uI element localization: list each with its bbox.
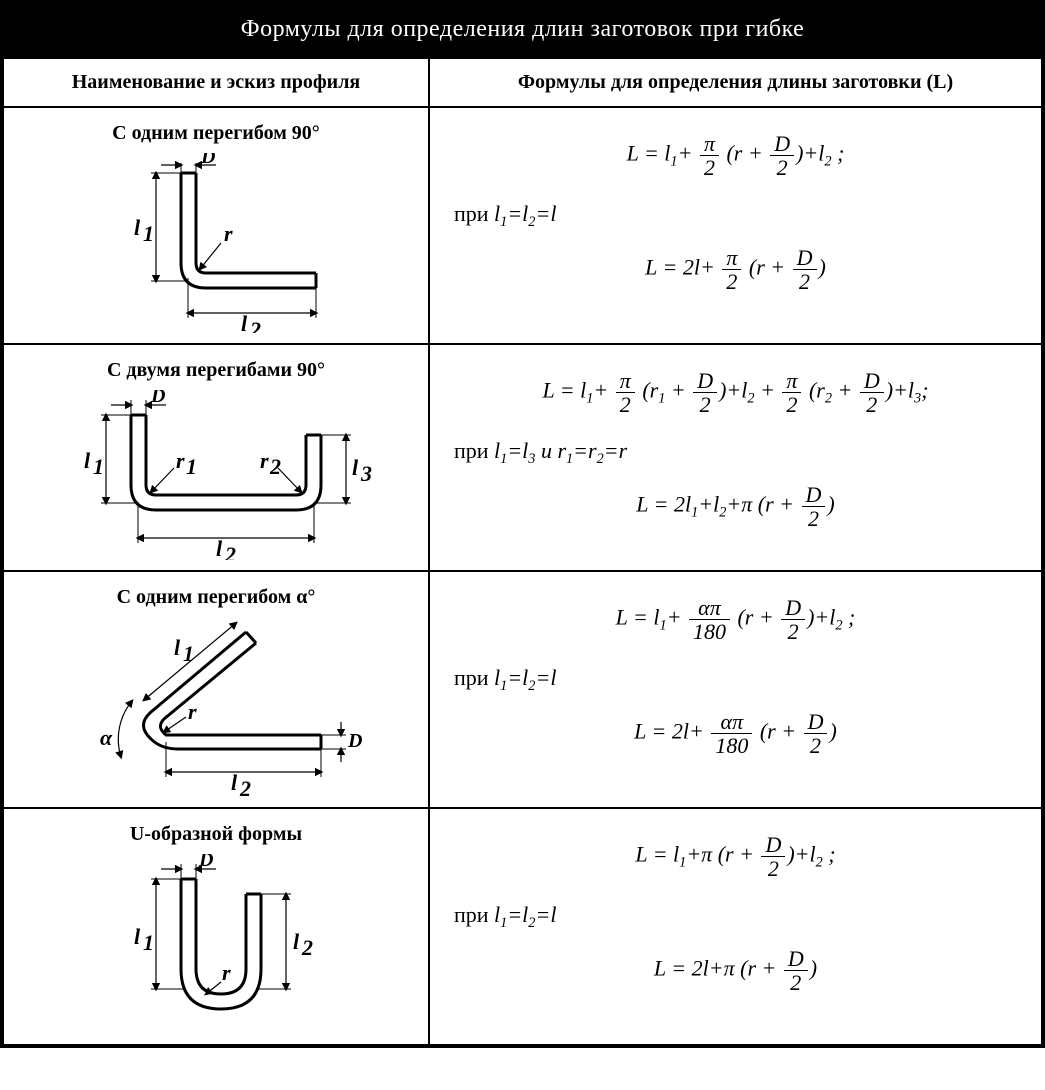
svg-text:1: 1 (186, 454, 197, 479)
svg-text:r: r (224, 221, 233, 246)
svg-text:2: 2 (239, 776, 251, 797)
table-row: С одним перегибом α° (3, 571, 1042, 808)
svg-text:l: l (352, 455, 359, 480)
svg-text:l: l (216, 536, 223, 560)
formula-table: Наименование и эскиз профиля Формулы для… (2, 57, 1043, 1046)
formula-condition: при l1=l2=l (444, 199, 1027, 232)
profile-caption: U-образной формы (18, 823, 414, 846)
profile-cell: U-образной формы (3, 808, 429, 1045)
svg-text:l: l (241, 311, 248, 333)
svg-text:l: l (84, 448, 91, 473)
svg-text:2: 2 (224, 542, 236, 560)
sketch-l-bend-90: D l1 l2 (18, 153, 414, 333)
formula-simplified: L = 2l1+l2+π (r + D2) (444, 483, 1027, 530)
svg-text:1: 1 (93, 454, 104, 479)
formula-cell: L = l1+ π2 (r + D2)+l2 ; при l1=l2=l L =… (429, 107, 1042, 344)
svg-text:D: D (150, 390, 165, 407)
svg-text:r: r (188, 699, 197, 724)
formula-cell: L = l1+ π2 (r1 + D2)+l2 + π2 (r2 + D2)+l… (429, 344, 1042, 571)
svg-text:r: r (176, 448, 185, 473)
svg-text:D: D (198, 854, 213, 871)
table-header-row: Наименование и эскиз профиля Формулы для… (3, 58, 1042, 107)
formula-cell: L = l1+π (r + D2)+l2 ; при l1=l2=l L = 2… (429, 808, 1042, 1045)
profile-caption: С одним перегибом α° (18, 586, 414, 609)
profile-caption: С двумя перегибами 90° (18, 359, 414, 382)
formula-main: L = l1+ π2 (r1 + D2)+l2 + π2 (r2 + D2)+l… (444, 369, 1027, 416)
reference-table-page: Формулы для определения длин заготовок п… (0, 0, 1045, 1048)
formula-main: L = l1+ π2 (r + D2)+l2 ; (444, 132, 1027, 179)
svg-text:D: D (347, 730, 362, 752)
col-header-formula: Формулы для определения длины заготовки … (429, 58, 1042, 107)
svg-text:l: l (134, 215, 141, 240)
profile-cell: С двумя перегибами 90° (3, 344, 429, 571)
svg-text:l: l (174, 635, 181, 660)
svg-text:2: 2 (301, 935, 313, 960)
formula-condition: при l1=l3 и r1=r2=r (444, 436, 1027, 469)
table-row: С одним перегибом 90° (3, 107, 1042, 344)
formula-main: L = l1+π (r + D2)+l2 ; (444, 833, 1027, 880)
col-header-profile: Наименование и эскиз профиля (3, 58, 429, 107)
formula-simplified: L = 2l+ π2 (r + D2) (444, 246, 1027, 293)
formula-simplified: L = 2l+ απ180 (r + D2) (444, 710, 1027, 757)
svg-text:1: 1 (143, 221, 154, 246)
formula-condition: при l1=l2=l (444, 900, 1027, 933)
svg-text:D: D (200, 153, 215, 168)
profile-caption: С одним перегибом 90° (18, 122, 414, 145)
svg-text:r: r (260, 448, 269, 473)
svg-text:2: 2 (269, 454, 281, 479)
formula-cell: L = l1+ απ180 (r + D2)+l2 ; при l1=l2=l … (429, 571, 1042, 808)
table-row: U-образной формы (3, 808, 1042, 1045)
profile-cell: С одним перегибом α° (3, 571, 429, 808)
page-title: Формулы для определения длин заготовок п… (2, 2, 1043, 57)
sketch-v-bend-alpha: l1 l2 D (18, 617, 414, 797)
formula-simplified: L = 2l+π (r + D2) (444, 947, 1027, 994)
svg-text:1: 1 (183, 641, 194, 666)
table-row: С двумя перегибами 90° (3, 344, 1042, 571)
sketch-u-shape-180: D l1 l2 (18, 854, 414, 1034)
svg-text:r: r (222, 960, 231, 985)
svg-text:α: α (100, 725, 113, 750)
formula-main: L = l1+ απ180 (r + D2)+l2 ; (444, 596, 1027, 643)
svg-text:2: 2 (249, 317, 261, 333)
svg-text:l: l (231, 770, 238, 795)
sketch-u-bend-90-double: D l1 l3 (18, 390, 414, 560)
svg-text:l: l (293, 929, 300, 954)
profile-cell: С одним перегибом 90° (3, 107, 429, 344)
svg-text:l: l (134, 924, 141, 949)
formula-condition: при l1=l2=l (444, 663, 1027, 696)
svg-text:3: 3 (360, 461, 372, 486)
svg-text:1: 1 (143, 930, 154, 955)
